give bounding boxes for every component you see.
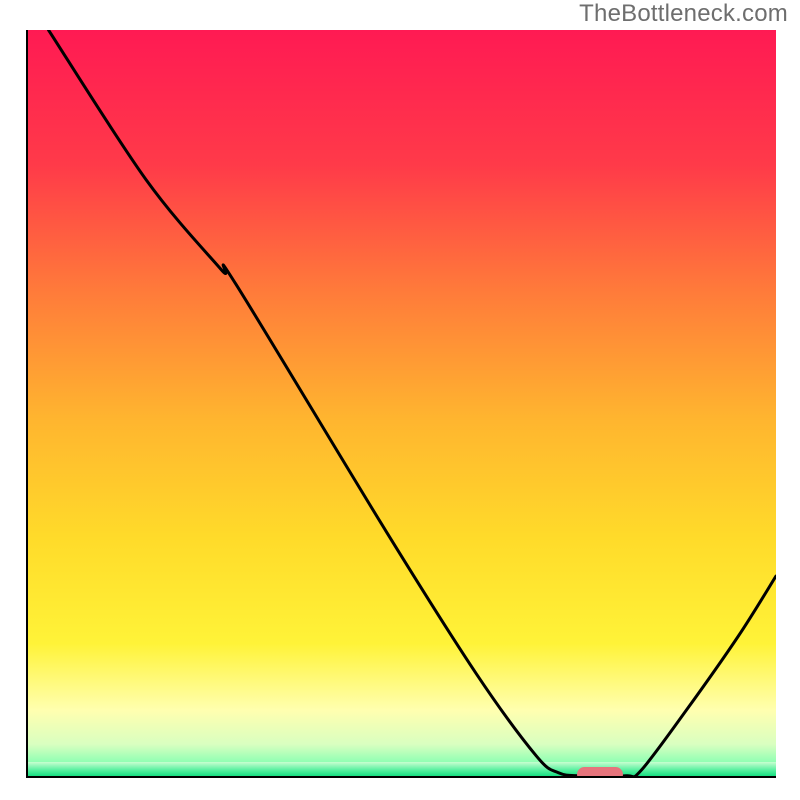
y-axis-line (26, 30, 28, 778)
watermark-text: TheBottleneck.com (579, 0, 788, 28)
curve-path (49, 30, 777, 777)
x-axis-line (26, 776, 776, 778)
bottleneck-curve (26, 30, 776, 778)
plot-area (26, 30, 776, 778)
